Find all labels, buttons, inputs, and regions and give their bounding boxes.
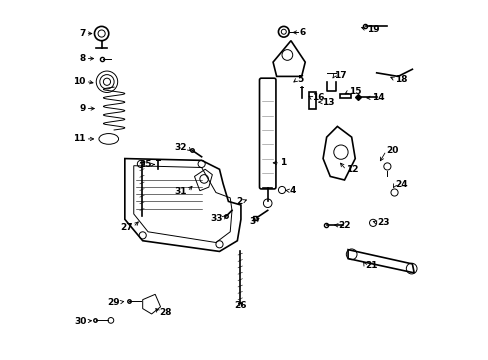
- Text: 22: 22: [338, 221, 350, 230]
- Text: 33: 33: [210, 214, 223, 223]
- Text: 16: 16: [311, 93, 324, 102]
- Text: 12: 12: [346, 166, 358, 175]
- Text: 14: 14: [372, 93, 384, 102]
- Text: 29: 29: [107, 298, 120, 307]
- Text: 20: 20: [386, 146, 398, 155]
- Text: 2: 2: [236, 197, 242, 206]
- Text: 19: 19: [366, 25, 379, 34]
- Text: 9: 9: [79, 104, 85, 113]
- Text: 25: 25: [139, 160, 151, 169]
- Text: 13: 13: [322, 98, 334, 107]
- Text: 3: 3: [248, 217, 255, 226]
- Text: 31: 31: [175, 187, 187, 196]
- Text: 18: 18: [394, 75, 407, 84]
- Text: 27: 27: [120, 222, 133, 231]
- Text: 5: 5: [297, 75, 303, 84]
- Text: 28: 28: [159, 309, 172, 318]
- Text: 17: 17: [334, 71, 346, 80]
- Text: 8: 8: [79, 54, 85, 63]
- Text: 15: 15: [348, 87, 361, 96]
- Text: 10: 10: [73, 77, 85, 86]
- Text: 6: 6: [299, 28, 305, 37]
- Text: 26: 26: [234, 301, 246, 310]
- Text: 4: 4: [288, 186, 295, 195]
- Text: 7: 7: [79, 29, 85, 38]
- Text: 11: 11: [73, 134, 85, 143]
- Text: 30: 30: [74, 316, 86, 325]
- Text: 24: 24: [394, 180, 407, 189]
- Text: 21: 21: [365, 261, 377, 270]
- Text: 23: 23: [377, 219, 389, 228]
- Text: 1: 1: [280, 158, 286, 167]
- Text: 32: 32: [175, 143, 187, 152]
